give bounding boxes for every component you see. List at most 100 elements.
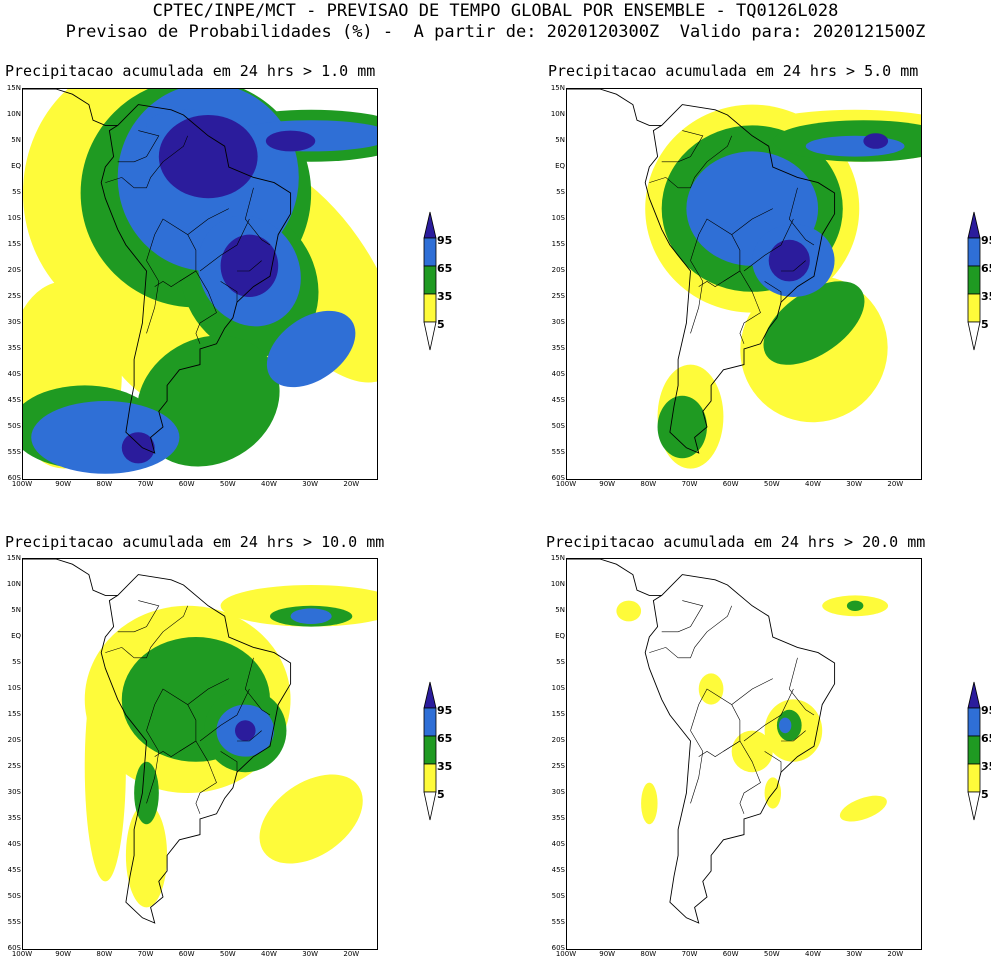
country-border (244, 187, 271, 246)
latitude-tick-label: 55S (7, 918, 21, 926)
latitude-tick-label: 15S (7, 240, 21, 248)
longitude-tick-label: 60W (722, 480, 739, 488)
latitude-tick-label: 45S (551, 866, 565, 874)
longitude-tick-label: 90W (55, 480, 72, 488)
coastline (644, 104, 836, 454)
latitude-tick-label: 50S (551, 892, 565, 900)
longitude-tick-label: 30W (302, 480, 319, 488)
country-border (690, 730, 704, 804)
longitude-tick-label: 50W (763, 480, 780, 488)
country-border (195, 302, 217, 344)
colorbar-segment (967, 237, 981, 267)
longitude-tick-label: 70W (681, 480, 698, 488)
longitude-tick-label: 40W (261, 480, 277, 488)
latitude-tick-label: 55S (7, 448, 21, 456)
latitude-tick-label: 10S (7, 214, 21, 222)
country-border (146, 260, 160, 334)
central-america-coast (23, 559, 118, 596)
country-border (199, 688, 250, 742)
longitude-tick-label: 20W (887, 480, 904, 488)
longitude-tick-label: 80W (640, 950, 657, 958)
latitude-tick-label: 20S (551, 736, 565, 744)
probability-95-area (158, 115, 258, 199)
latitude-tick-label: 5N (11, 606, 21, 614)
country-border (690, 260, 704, 334)
latitude-tick-label: 55S (551, 918, 565, 926)
latitude-tick-label: 10S (551, 684, 565, 692)
latitude-tick-label: 60S (7, 474, 21, 482)
central-america-coast (23, 89, 118, 126)
probability-65-area (290, 608, 332, 624)
latitude-tick-label: 5S (12, 188, 21, 196)
latitude-tick-label: 25S (551, 292, 565, 300)
coastline (100, 104, 292, 454)
country-border (678, 605, 732, 659)
latitude-tick-label: 35S (7, 814, 21, 822)
country-border (764, 281, 782, 303)
country-border (781, 260, 806, 272)
latitude-tick-label: 35S (7, 344, 21, 352)
latitude-tick-label: 10N (6, 110, 21, 118)
probability-95-area (220, 234, 279, 297)
colorbar (967, 681, 981, 821)
central-america-coast (567, 89, 662, 126)
longitude-tick-label: 60W (178, 480, 195, 488)
longitude-tick-label: 70W (137, 950, 154, 958)
country-border (199, 218, 250, 272)
country-border (220, 751, 238, 773)
country-border (649, 647, 679, 659)
legend-level-label: 35 (437, 290, 453, 303)
colorbar-segment (967, 265, 981, 295)
latitude-tick-label: 60S (551, 944, 565, 952)
country-border (723, 740, 757, 773)
longitude-tick-label: 100W (11, 950, 33, 958)
latitude-tick-label: 60S (551, 474, 565, 482)
legend-level-label: 65 (981, 262, 991, 275)
map-panel-20mm (566, 558, 922, 950)
colorbar (423, 681, 437, 821)
country-border (220, 281, 238, 303)
probability-5-area (731, 730, 773, 773)
colorbar-segment (423, 265, 437, 295)
colorbar-segment (967, 707, 981, 737)
legend-level-label: 65 (437, 732, 453, 745)
latitude-tick-label: EQ (11, 632, 21, 640)
country-border (739, 772, 761, 814)
latitude-tick-label: EQ (555, 162, 565, 170)
country-border (187, 208, 229, 235)
legend-level-label: 5 (981, 318, 989, 331)
latitude-tick-label: 40S (7, 370, 21, 378)
coastline (644, 574, 836, 924)
latitude-tick-label: 5S (12, 658, 21, 666)
latitude-tick-label: 25S (7, 762, 21, 770)
longitude-tick-label: 60W (178, 950, 195, 958)
coastline (100, 574, 292, 924)
probability-5-area (641, 782, 658, 825)
longitude-tick-label: 40W (805, 480, 821, 488)
country-border (237, 730, 262, 742)
colorbar-top-arrow (967, 211, 981, 239)
legend-level-label: 95 (437, 704, 453, 717)
latitude-tick-label: EQ (555, 632, 565, 640)
longitude-tick-label: 40W (805, 950, 821, 958)
latitude-tick-label: 45S (7, 866, 21, 874)
latitude-tick-label: 35S (551, 344, 565, 352)
longitude-tick-label: 50W (763, 950, 780, 958)
legend-level-label: 5 (437, 318, 445, 331)
latitude-tick-label: 10N (6, 580, 21, 588)
latitude-tick-label: 15N (550, 84, 565, 92)
country-border (187, 678, 229, 705)
country-border (788, 187, 815, 246)
latitude-tick-label: 10N (550, 110, 565, 118)
colorbar-bottom-arrow (967, 791, 981, 821)
latitude-tick-label: 30S (551, 318, 565, 326)
colorbar-bottom-arrow (967, 321, 981, 351)
legend-colorbar-1: 95 65 35 5 (420, 210, 480, 360)
country-border (698, 751, 724, 757)
legend-level-label: 95 (437, 234, 453, 247)
country-border (195, 772, 217, 814)
latitude-tick-label: 15N (6, 84, 21, 92)
latitude-tick-label: 5N (555, 136, 565, 144)
country-border (723, 270, 757, 303)
colorbar-segment (423, 237, 437, 267)
